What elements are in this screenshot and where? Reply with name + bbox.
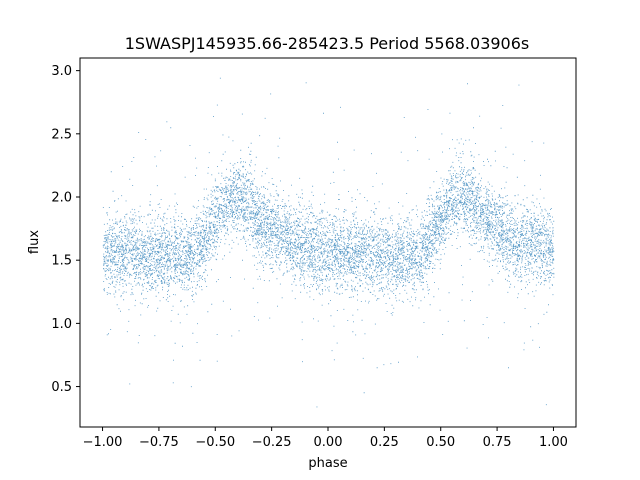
x-tick-label: 0.50 [426,435,455,450]
y-axis: 0.5 1.0 1.5 2.0 2.5 3.0 [51,64,80,395]
y-tick-label: 2.5 [51,127,72,142]
x-tick-label: 0.00 [314,435,343,450]
x-tick-label: −0.50 [195,435,235,450]
y-tick-label: 2.0 [51,191,72,206]
y-tick-label: 1.0 [51,317,72,332]
x-tick-label: 1.00 [539,435,568,450]
data-points [102,77,555,408]
x-tick-label: 0.25 [370,435,399,450]
x-axis-label: phase [308,456,347,471]
y-tick-label: 0.5 [51,380,72,395]
x-tick-label: −0.25 [252,435,292,450]
x-tick-label: −0.75 [139,435,179,450]
y-tick-label: 3.0 [51,64,72,79]
x-tick-label: −1.00 [83,435,123,450]
chart-title: 1SWASPJ145935.66-285423.5 Period 5568.03… [125,34,530,53]
scatter-points [102,77,555,408]
y-axis-label: flux [27,230,42,254]
x-tick-label: 0.75 [483,435,512,450]
x-axis: −1.00 −0.75 −0.50 −0.25 0.00 0.25 0.50 0.75 1.00 [83,427,568,450]
y-tick-label: 1.5 [51,254,72,269]
